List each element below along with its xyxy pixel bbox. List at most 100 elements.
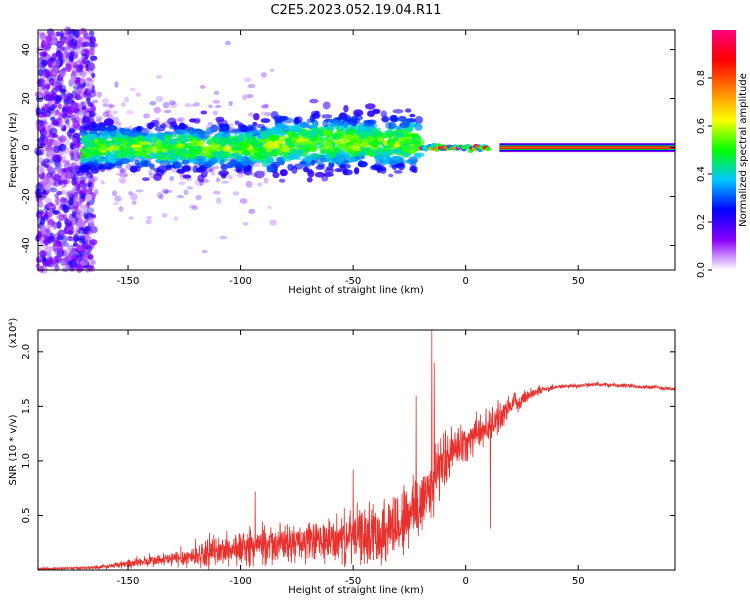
- spectrogram-cell: [51, 40, 58, 45]
- spectrogram-cell: [67, 235, 73, 242]
- spectrogram-cell: [73, 165, 81, 174]
- spectrogram-cell: [228, 100, 233, 106]
- spectrogram-cell: [393, 169, 403, 174]
- spectrogram-cell: [37, 209, 44, 215]
- spectrogram-cell: [147, 129, 153, 134]
- spectrogram-cell: [179, 135, 189, 143]
- spectrogram-cell: [69, 221, 77, 226]
- spectrogram-y-axis: 40 20 0 -20 -40: [21, 43, 675, 254]
- spectrogram-cell: [163, 109, 172, 114]
- x-tick-label: -50: [345, 576, 361, 587]
- spectrogram-cell: [95, 116, 104, 120]
- spectrogram-cell: [336, 116, 343, 121]
- spectrogram-carrier-band: [499, 147, 676, 149]
- spectrogram-cell: [232, 191, 240, 196]
- spectrogram-cell: [104, 109, 112, 114]
- spectrogram-cell: [84, 48, 90, 55]
- spectrogram-cell: [51, 32, 57, 40]
- spectrogram-cell: [372, 163, 383, 170]
- spectrogram-cell: [322, 101, 331, 110]
- spectrogram-cell: [181, 124, 189, 129]
- spectrogram-cell: [173, 124, 179, 132]
- spectrogram-cell: [53, 173, 61, 182]
- spectrogram-cell: [145, 146, 151, 154]
- spectrogram-cell: [36, 78, 45, 87]
- spectrogram-cell: [60, 125, 67, 132]
- spectrogram-cell: [76, 64, 83, 73]
- spectrogram-cell: [254, 170, 265, 179]
- spectrogram-cell: [41, 59, 48, 66]
- spectrogram-cell: [69, 51, 76, 57]
- spectrogram-cell: [309, 98, 319, 104]
- spectrogram-cell: [65, 63, 72, 73]
- spectrogram-cell: [102, 131, 110, 139]
- spectrogram-cell: [60, 175, 66, 181]
- spectrogram-cell: [37, 230, 42, 240]
- spectrogram-cell: [384, 145, 391, 152]
- spectrogram-cell: [380, 166, 387, 174]
- x-tick-label: -150: [117, 576, 140, 587]
- spectrogram-cell: [63, 26, 72, 35]
- spectrogram-cell: [222, 145, 229, 152]
- spectrogram-cell: [39, 51, 47, 57]
- spectrogram-cell: [81, 236, 86, 245]
- spectrogram-cell: [76, 85, 83, 94]
- spectrogram-cell: [37, 62, 45, 70]
- spectrogram-cell: [42, 47, 50, 53]
- spectrogram-cell: [65, 35, 74, 43]
- spectrogram-cell: [109, 104, 116, 108]
- spectrogram-cell: [288, 153, 300, 160]
- spectrogram-cell: [58, 213, 63, 220]
- spectrogram-cell: [125, 110, 134, 115]
- x-tick-label: 50: [572, 576, 585, 587]
- spectrogram-cell: [369, 140, 379, 148]
- spectrogram-cell: [70, 40, 75, 49]
- spectrogram-cell: [102, 103, 109, 108]
- spectrogram-cell: [58, 120, 65, 129]
- spectrogram-cell: [67, 166, 75, 173]
- spectrogram-cell: [364, 103, 376, 110]
- spectrogram-cell: [266, 157, 274, 164]
- spectrogram-cell: [219, 151, 227, 159]
- spectrogram-cell: [123, 173, 129, 178]
- spectrogram-cell: [65, 123, 71, 129]
- spectrogram-cell: [71, 211, 77, 219]
- spectrogram-cell: [221, 180, 230, 184]
- spectrogram-cell: [116, 149, 123, 154]
- spectrogram-cell: [485, 146, 492, 152]
- spectrogram-cell: [142, 177, 150, 182]
- spectrogram-cell: [245, 180, 253, 188]
- spectrogram-cell: [405, 108, 412, 113]
- spectrogram-cell: [50, 232, 55, 240]
- spectrogram-cell: [74, 207, 80, 213]
- spectrogram-cell: [44, 71, 51, 78]
- spectrogram-cell: [104, 110, 112, 115]
- spectrogram-cell: [171, 167, 177, 173]
- spectrogram-cell: [260, 104, 269, 109]
- x-tick-label: 50: [572, 276, 585, 287]
- spectrogram-cell: [39, 225, 48, 235]
- spectrogram-cell: [85, 150, 97, 156]
- spectrogram-cell: [71, 236, 79, 243]
- spectrogram-cell: [380, 110, 387, 118]
- spectrogram-cell: [52, 53, 57, 60]
- spectrogram-cell: [37, 68, 44, 77]
- colorbar-tick-label: 0.0: [696, 262, 707, 278]
- spectrogram-cell: [109, 130, 117, 138]
- spectrogram-cell: [247, 83, 256, 89]
- spectrogram-cell: [38, 250, 47, 257]
- spectrogram-cell: [82, 57, 87, 65]
- spectrogram-cell: [66, 92, 73, 100]
- spectrogram-cell: [224, 40, 231, 46]
- spectrogram-cell: [90, 259, 96, 266]
- spectrogram-cell: [38, 56, 45, 65]
- spectrogram-cell: [82, 254, 90, 260]
- spectrogram-cell: [130, 193, 138, 201]
- spectrogram-cell: [212, 190, 221, 195]
- spectrogram-cell: [41, 190, 47, 195]
- colorbar: 0.0 0.2 0.4 0.6 0.8 Normalized spectral ampl…: [696, 30, 749, 278]
- spectrogram-cell: [73, 158, 81, 166]
- spectrogram-cell: [62, 147, 71, 153]
- spectrogram-cell: [216, 134, 222, 140]
- spectrogram-cell: [332, 133, 339, 140]
